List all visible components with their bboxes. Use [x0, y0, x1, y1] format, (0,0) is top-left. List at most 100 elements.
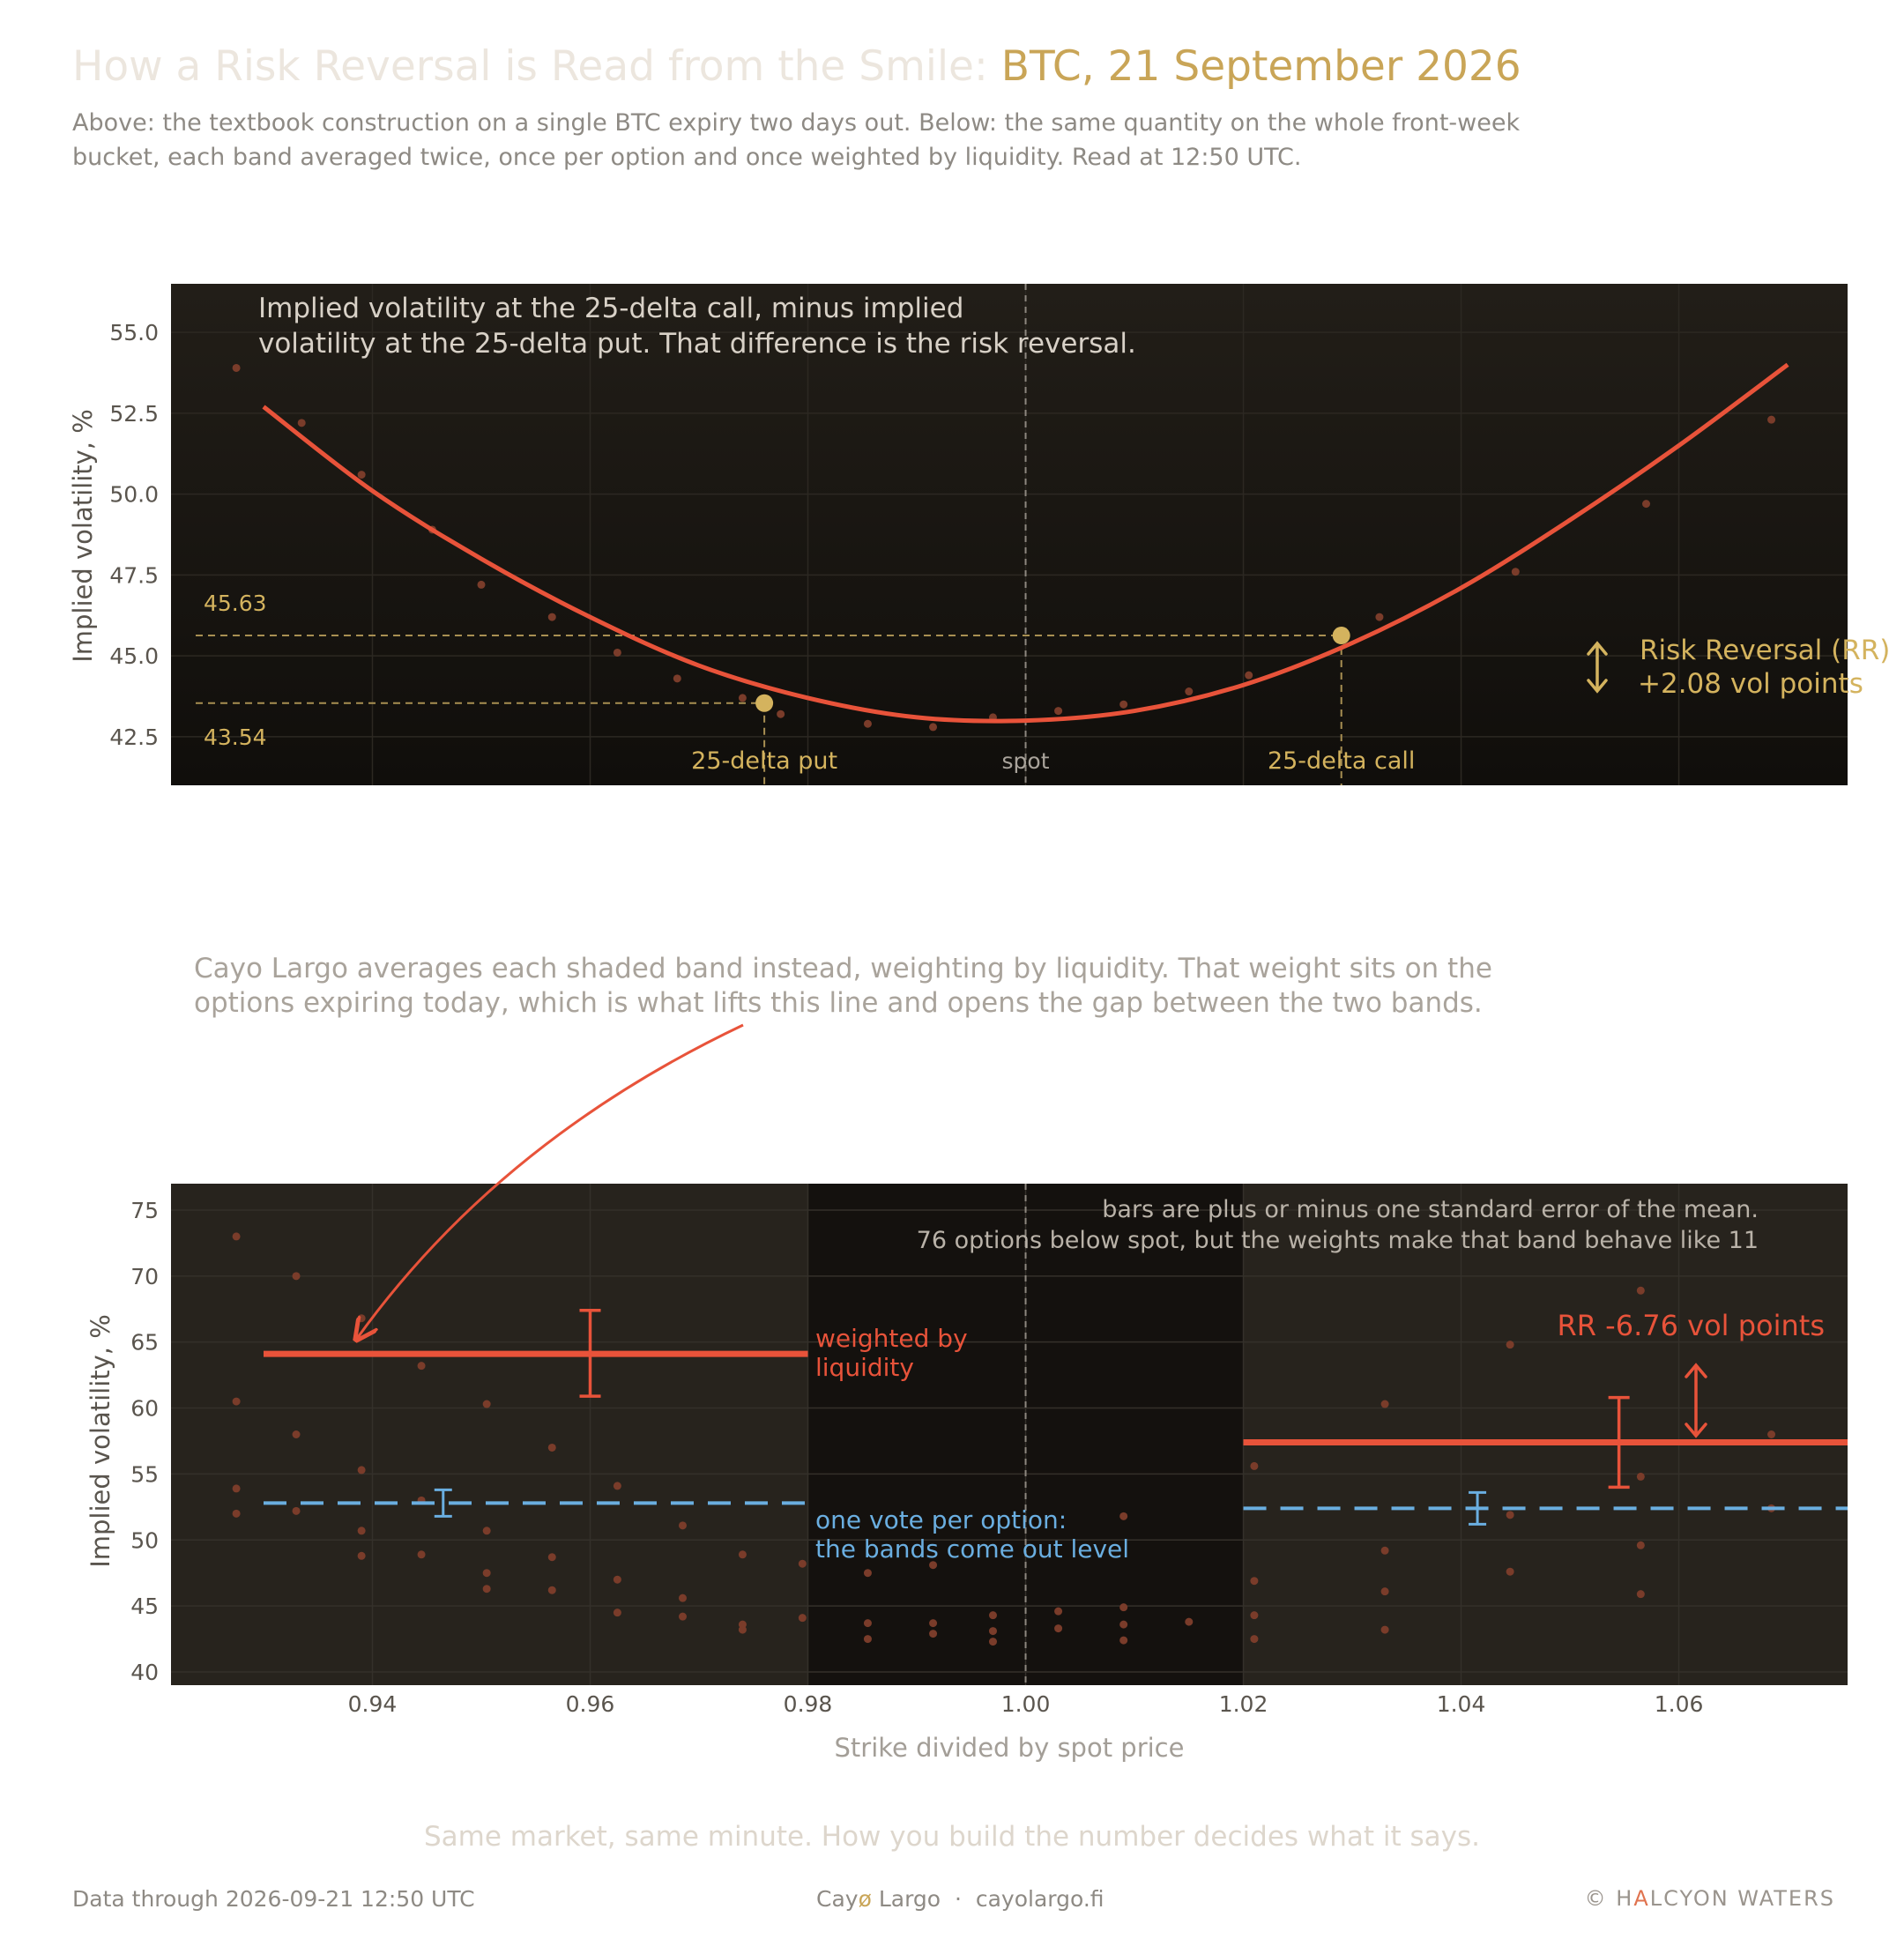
- option-point: [357, 1527, 366, 1535]
- weighted-label-line-2: liquidity: [815, 1353, 914, 1382]
- option-point: [1119, 1512, 1128, 1520]
- smile-y-tick-label: 47.5: [109, 562, 159, 588]
- option-point: [1636, 1541, 1645, 1549]
- put-25-delta-label: 25-delta put: [691, 747, 837, 775]
- market-point: [357, 471, 366, 479]
- market-point: [673, 674, 681, 683]
- option-point: [1054, 1607, 1063, 1616]
- shaded-bands: [171, 1184, 1848, 1685]
- market-point: [738, 694, 747, 702]
- page-title: How a Risk Reversal is Read from the Smi…: [72, 42, 1521, 91]
- vote-label-line-1: one vote per option:: [815, 1505, 1067, 1534]
- company-name-accent: A: [1633, 1886, 1650, 1911]
- option-point: [1054, 1624, 1063, 1633]
- bands-x-tick-label: 1.02: [1219, 1691, 1268, 1717]
- smile-market-points: [232, 363, 1776, 732]
- option-point: [929, 1561, 938, 1570]
- option-point: [1250, 1461, 1259, 1470]
- smile-y-ticks: 42.5 45.0 47.5 50.0 52.5 55.0: [109, 320, 159, 750]
- bands-annotation-line-1: Cayo Largo averages each shaded band ins…: [194, 953, 1492, 984]
- market-point: [929, 723, 938, 732]
- bands-x-tick-label: 0.96: [566, 1691, 615, 1717]
- bands-series: [263, 1308, 1848, 1526]
- bands-y-tick-label: 55: [130, 1461, 159, 1487]
- bands-y-tick-label: 45: [130, 1594, 159, 1619]
- bands-x-tick-label: 0.94: [348, 1691, 398, 1717]
- market-point: [1185, 687, 1194, 696]
- put-iv-value-label: 43.54: [204, 724, 267, 750]
- option-point: [988, 1638, 997, 1646]
- option-point: [1636, 1472, 1645, 1481]
- option-point: [929, 1630, 938, 1638]
- option-point: [678, 1612, 687, 1621]
- spot-label: spot: [1002, 748, 1050, 774]
- page-subtitle: Above: the textbook construction on a si…: [72, 109, 1521, 171]
- market-point: [1511, 568, 1520, 576]
- option-point: [357, 1314, 366, 1323]
- bands-rr-double-arrow-icon: [1685, 1363, 1707, 1438]
- option-point: [1250, 1577, 1259, 1586]
- smile-y-tick-label: 45.0: [109, 643, 159, 669]
- market-point: [1119, 700, 1128, 709]
- smile-panel-background: [171, 284, 1848, 785]
- bands-grid: [171, 1184, 1848, 1685]
- option-point: [232, 1397, 241, 1406]
- title-main: How a Risk Reversal is Read from the Smi…: [72, 42, 1001, 91]
- smile-y-tick-label: 42.5: [109, 724, 159, 750]
- option-point: [798, 1614, 807, 1623]
- option-point: [482, 1585, 491, 1594]
- option-point: [678, 1521, 687, 1530]
- option-point: [482, 1400, 491, 1408]
- smile-y-tick-label: 50.0: [109, 482, 159, 508]
- option-point: [1119, 1603, 1128, 1612]
- company-name-post: LCYON WATERS: [1649, 1886, 1835, 1911]
- smile-panel: 42.5 45.0 47.5 50.0 52.5 55.0 Implied volatil…: [68, 284, 1890, 785]
- data-through: Data through 2026-09-21 12:50 UTC: [72, 1886, 475, 1912]
- option-point: [1506, 1567, 1514, 1576]
- bands-x-tick-label: 1.00: [1001, 1691, 1051, 1717]
- copyright-symbol: ©: [1584, 1886, 1608, 1911]
- option-point: [482, 1569, 491, 1578]
- option-point: [678, 1594, 687, 1602]
- option-point: [292, 1272, 301, 1281]
- option-point: [1506, 1341, 1514, 1349]
- weighted-label-line-1: weighted by: [815, 1324, 968, 1353]
- smile-guides: [196, 284, 1342, 785]
- smile-y-axis-label: Implied volatility, %: [68, 409, 98, 663]
- bands-y-tick-label: 40: [130, 1660, 159, 1685]
- option-point: [798, 1559, 807, 1568]
- smile-grid: [171, 284, 1848, 785]
- brand-url[interactable]: cayolargo.fi: [975, 1886, 1104, 1912]
- option-point: [613, 1482, 621, 1490]
- option-point: [613, 1608, 621, 1617]
- market-point: [1054, 707, 1063, 716]
- smile-y-tick-label: 55.0: [109, 320, 159, 345]
- option-point: [547, 1553, 556, 1562]
- bands-y-tick-label: 50: [130, 1527, 159, 1553]
- option-point: [292, 1506, 301, 1515]
- option-point: [988, 1627, 997, 1636]
- brand-separator: ·: [954, 1886, 962, 1912]
- call-25-delta-marker: [1332, 627, 1350, 645]
- title-accent: BTC, 21 September 2026: [1000, 42, 1521, 91]
- option-point: [1506, 1511, 1514, 1519]
- option-point: [1119, 1636, 1128, 1645]
- option-point: [929, 1619, 938, 1628]
- bands-y-ticks: 40 45 50 55 60 65 70 75: [130, 1198, 159, 1685]
- option-point: [1250, 1635, 1259, 1644]
- put-25-delta-marker: [755, 694, 774, 712]
- option-point: [1636, 1286, 1645, 1295]
- option-point: [357, 1466, 366, 1475]
- option-point: [1636, 1590, 1645, 1599]
- bands-x-ticks: 0.94 0.96 0.98 1.00 1.02 1.04 1.06: [348, 1691, 1704, 1717]
- shaded-band: [171, 1184, 808, 1685]
- option-point: [988, 1611, 997, 1620]
- rr-label: Risk Reversal (RR): [1640, 635, 1890, 666]
- option-point: [863, 1569, 872, 1578]
- bands-panel: 40 45 50 55 60 65 70 75 0.94 0.96 0.98 1.00 1.02 1.0…: [86, 1184, 1848, 1763]
- market-point: [1245, 671, 1253, 680]
- option-point: [1767, 1430, 1776, 1438]
- rr-value-label: +2.08 vol points: [1638, 668, 1863, 700]
- market-point: [1375, 613, 1384, 621]
